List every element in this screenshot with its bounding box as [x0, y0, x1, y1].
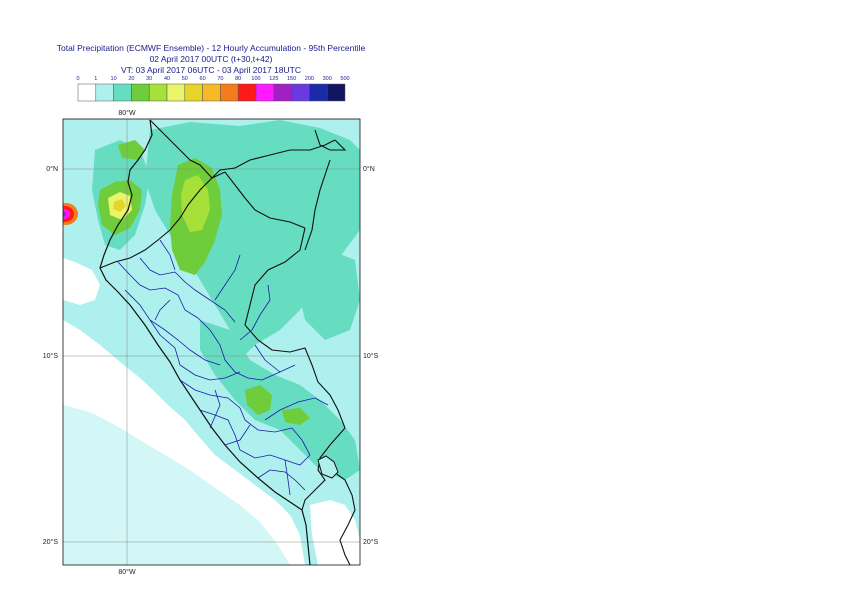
dry-zone-south-altiplano — [310, 500, 360, 565]
ecuador-peru-border — [99, 171, 306, 269]
map-frame — [62, 118, 361, 566]
legend-tick-label: 100 — [251, 76, 260, 82]
legend-tick-label: 30 — [146, 76, 152, 82]
legend-tick-label: 20 — [128, 76, 134, 82]
lat-label-right-0: 0°N — [363, 165, 375, 173]
map-body — [63, 119, 360, 565]
moderate-precip-amazon-east — [298, 250, 360, 340]
coastline — [99, 119, 311, 565]
lat-label-right-20s: 20°S — [363, 538, 379, 546]
heavy-precip-top — [118, 140, 145, 160]
lon-label-bottom: 80°W — [118, 568, 136, 576]
heavy-precip-east — [282, 408, 310, 425]
brazil-border — [244, 227, 346, 429]
lat-label-right-10s: 10°S — [363, 352, 379, 360]
legend-tick-label: 300 — [323, 76, 332, 82]
legend-swatch — [326, 83, 346, 102]
color-legend: 0 1 10 20 30 40 50 60 70 80 100 125 150 200 300 500 — [76, 76, 350, 102]
lat-label-left-0: 0°N — [46, 165, 58, 173]
lon-label-top: 80°W — [118, 109, 136, 117]
lat-label-left-10s: 10°S — [43, 352, 59, 360]
run-date: 02 April 2017 00UTC (t+30,t+42) — [149, 54, 273, 64]
lat-label-left-20s: 20°S — [43, 538, 59, 546]
map-title: Total Precipitation (ECMWF Ensemble) - 1… — [56, 43, 366, 53]
valid-time: VT: 03 April 2017 06UTC - 03 April 2017 … — [120, 65, 301, 75]
very-heavy-precip-core — [113, 199, 126, 212]
dry-zone-nw-coast — [63, 258, 100, 305]
legend-tick-label: 200 — [305, 76, 314, 82]
extreme-precip-offshore-core — [63, 209, 70, 219]
light-precip-offshore — [63, 405, 290, 565]
extreme-precip-offshore-center — [63, 211, 66, 217]
region-borders — [117, 239, 329, 496]
legend-tick-label: 1 — [94, 76, 97, 82]
very-heavy-precip-andes — [181, 175, 210, 232]
legend-tick-label: 150 — [287, 76, 296, 82]
moderate-precip-central — [200, 320, 360, 480]
legend-tick-label: 70 — [217, 76, 223, 82]
legend-tick-label: 0 — [76, 76, 79, 82]
brazil-venezuela-border — [304, 129, 347, 251]
colombia-border — [149, 119, 336, 179]
legend-tick-label: 125 — [269, 76, 278, 82]
legend-tick-label: 60 — [200, 76, 206, 82]
legend-tick-label: 10 — [111, 76, 117, 82]
legend-tick-label: 50 — [182, 76, 188, 82]
legend-tick-label: 40 — [164, 76, 170, 82]
heavy-precip-central — [245, 385, 272, 415]
legend-tick-label: 500 — [340, 76, 349, 82]
legend-tick-label: 80 — [235, 76, 241, 82]
lake-titicaca — [317, 455, 339, 479]
